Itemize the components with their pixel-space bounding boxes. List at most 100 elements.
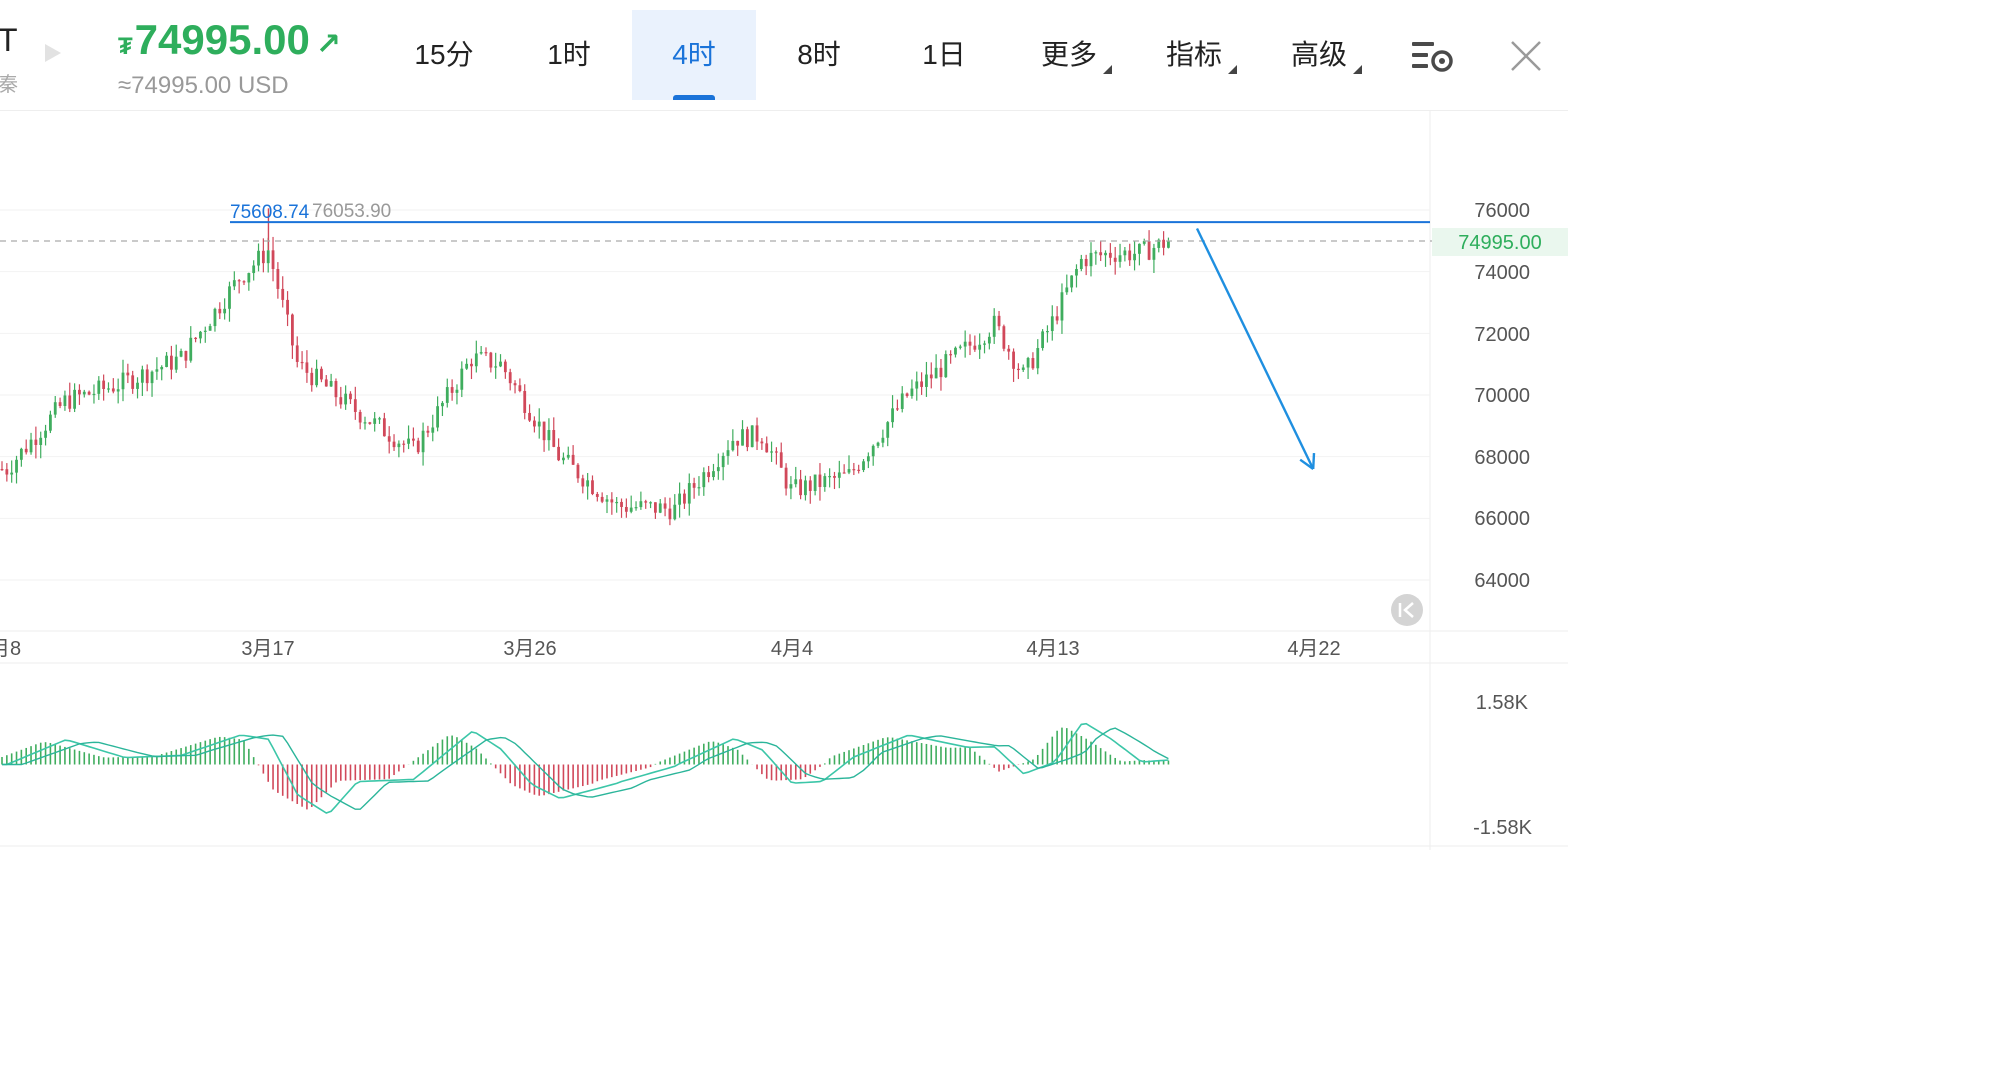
candle-body bbox=[1046, 331, 1049, 333]
tab-advanced[interactable]: 高级 bbox=[1257, 10, 1381, 100]
candle-body bbox=[257, 250, 260, 266]
price-chart[interactable]: 75608.74 76053.90 76000 74000 72000 7000… bbox=[0, 0, 1568, 850]
candle-body bbox=[997, 315, 1001, 327]
candle bbox=[533, 416, 536, 433]
tab-15m[interactable]: 15分 bbox=[382, 10, 506, 100]
candle-body bbox=[944, 354, 948, 378]
macd-panel bbox=[1, 722, 1170, 814]
candle-body bbox=[232, 280, 236, 287]
candle-body bbox=[1089, 252, 1093, 267]
candle bbox=[775, 447, 778, 465]
tab-4h[interactable]: 4时 bbox=[632, 10, 756, 100]
candle bbox=[968, 334, 972, 356]
candle bbox=[470, 358, 473, 380]
candle bbox=[634, 501, 638, 511]
candle bbox=[1104, 250, 1107, 267]
candle bbox=[1162, 231, 1165, 256]
candle bbox=[910, 379, 914, 399]
arrow-up-right-icon: ↗ bbox=[315, 28, 341, 61]
candle bbox=[886, 421, 890, 447]
candle-body bbox=[1147, 241, 1151, 260]
candle-body bbox=[373, 418, 377, 424]
candle-body bbox=[174, 356, 178, 370]
candle-body bbox=[934, 367, 938, 379]
candle bbox=[1036, 339, 1040, 375]
candle-body bbox=[958, 346, 962, 348]
candle bbox=[654, 502, 657, 519]
candle-body bbox=[479, 352, 483, 354]
chart-settings-icon[interactable] bbox=[1412, 40, 1454, 72]
candle-body bbox=[24, 448, 28, 453]
candle-body bbox=[34, 439, 38, 445]
candle-body bbox=[654, 502, 657, 513]
candle bbox=[189, 326, 193, 363]
horizontal-line-label: 75608.74 bbox=[230, 202, 310, 223]
candle-body bbox=[368, 422, 372, 424]
candle-body bbox=[242, 281, 246, 283]
candle bbox=[726, 440, 730, 465]
candle-body bbox=[489, 352, 493, 368]
candle bbox=[82, 389, 86, 398]
candle-body bbox=[121, 372, 125, 390]
candle-body bbox=[445, 387, 449, 403]
candle-body bbox=[261, 250, 265, 264]
candle bbox=[111, 378, 115, 394]
tab-label: 8时 bbox=[797, 39, 841, 70]
usd-price: ≈74995.00 USD bbox=[118, 72, 289, 99]
candle bbox=[0, 461, 4, 471]
candle-body bbox=[286, 299, 289, 315]
tab-1d[interactable]: 1日 bbox=[882, 10, 1006, 100]
candle bbox=[562, 452, 565, 465]
candle-body bbox=[1070, 275, 1074, 288]
candle-body bbox=[484, 352, 488, 354]
candle bbox=[232, 271, 236, 291]
tab-8h[interactable]: 8时 bbox=[757, 10, 881, 100]
candle-body bbox=[107, 388, 110, 390]
candle bbox=[542, 421, 546, 452]
candle bbox=[73, 383, 76, 413]
candle bbox=[382, 412, 386, 437]
arrow-shaft bbox=[1195, 227, 1315, 470]
tab-label: 4时 bbox=[672, 39, 716, 70]
candle bbox=[276, 262, 280, 299]
candle bbox=[465, 358, 469, 370]
forecast-arrow bbox=[1195, 227, 1316, 470]
candle bbox=[784, 463, 788, 496]
candle-body bbox=[750, 425, 754, 448]
candle bbox=[1041, 329, 1044, 351]
candle bbox=[208, 323, 212, 331]
candle-body bbox=[150, 371, 154, 384]
tab-label: 更多 bbox=[1040, 39, 1097, 70]
candle bbox=[53, 396, 57, 418]
candle bbox=[1031, 352, 1035, 370]
tab-indicators[interactable]: 指标 bbox=[1132, 10, 1256, 100]
candle bbox=[257, 243, 260, 272]
tab-1h[interactable]: 1时 bbox=[507, 10, 631, 100]
candle bbox=[373, 412, 377, 432]
candle bbox=[5, 463, 9, 482]
candle bbox=[407, 425, 410, 450]
candle-body bbox=[1108, 252, 1112, 258]
candle-body bbox=[82, 391, 86, 395]
candle-body bbox=[542, 421, 546, 441]
y-tick-label: 68000 bbox=[1474, 447, 1530, 469]
candle-body bbox=[155, 369, 159, 372]
candle-body bbox=[571, 454, 575, 465]
candle bbox=[944, 350, 948, 378]
scroll-to-latest-button[interactable] bbox=[1391, 594, 1423, 626]
candle bbox=[387, 426, 391, 454]
candle-body bbox=[1162, 239, 1165, 248]
candle bbox=[987, 332, 991, 350]
candle bbox=[431, 414, 435, 442]
tab-more[interactable]: 更多 bbox=[1007, 10, 1131, 100]
candle bbox=[915, 371, 919, 401]
symbol-label[interactable]: T bbox=[0, 22, 18, 58]
candle-body bbox=[237, 280, 241, 282]
close-icon[interactable] bbox=[1508, 38, 1544, 74]
play-icon[interactable] bbox=[45, 44, 61, 62]
candle-body bbox=[508, 372, 512, 384]
last-price-tag bbox=[1432, 228, 1568, 256]
candle-body bbox=[305, 362, 309, 373]
candle-body bbox=[1133, 253, 1136, 261]
candle bbox=[184, 350, 188, 369]
